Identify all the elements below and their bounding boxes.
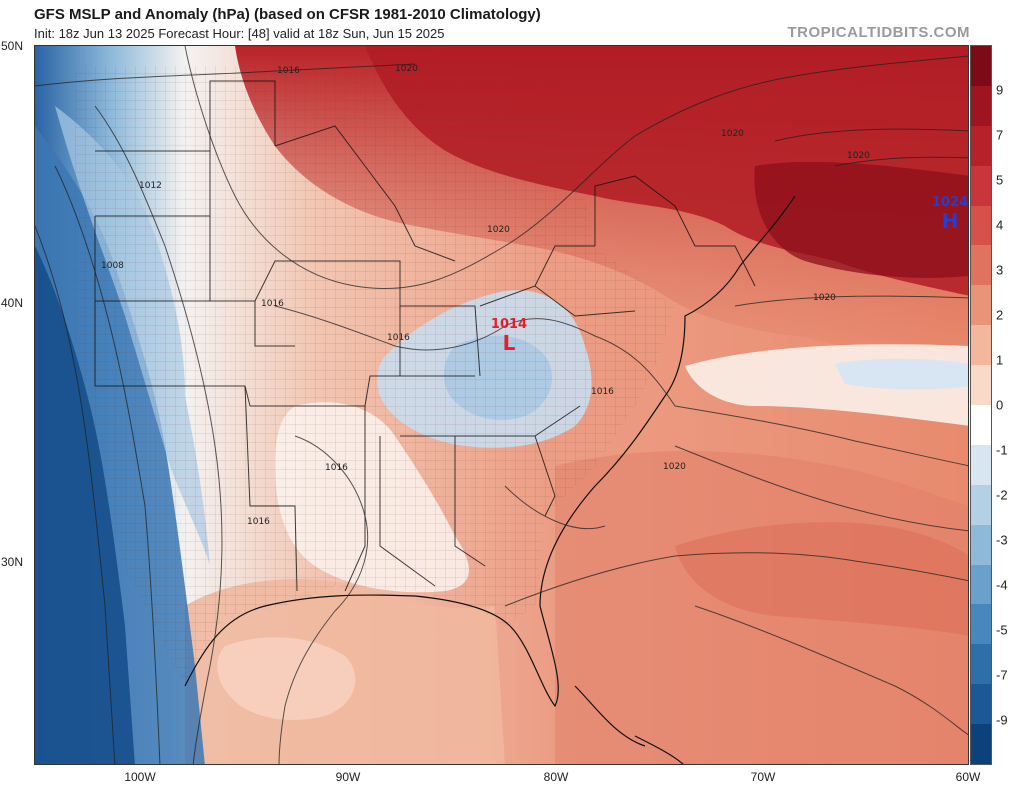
colorbar-segment: [971, 444, 991, 485]
isobar-label-1016-ohio: 1016: [387, 333, 410, 343]
cool-anomaly-west-core: [35, 246, 135, 764]
lon-label-80w: 80W: [543, 770, 569, 784]
coastline: [184, 195, 796, 764]
lon-label-100w: 100W: [124, 770, 156, 784]
warm-anomaly-atlantic-band: [675, 522, 968, 636]
isobar-label-1016-carolinas: 1016: [591, 387, 614, 397]
colorbar-label-7: 7: [996, 127, 1004, 143]
site-brand: TROPICALTIDBITS.COM: [787, 24, 970, 41]
colorbar-label-9: 9: [996, 82, 1004, 98]
high-pressure-value: 1024: [932, 195, 968, 210]
colorbar-segment: [971, 165, 991, 206]
lon-label-60w: 60W: [955, 770, 981, 784]
colorbar-label-neg7: -7: [996, 667, 1008, 683]
anomaly-colorbar: [970, 45, 992, 765]
isobar-label-1016-louisiana: 1016: [247, 517, 270, 527]
colorbar-segment: [971, 245, 991, 286]
low-pressure-value: 1014: [491, 317, 527, 332]
pressure-anomaly-map: 1016 1020 1012 1008 1016 1016 1020 1020 …: [35, 46, 968, 764]
high-pressure-symbol: H: [942, 209, 959, 233]
colorbar-label-neg4: -4: [996, 577, 1008, 593]
colorbar-label-neg5: -5: [996, 622, 1008, 638]
colorbar-label-neg3: -3: [996, 532, 1008, 548]
colorbar-label-2: 2: [996, 307, 1004, 323]
map-title: GFS MSLP and Anomaly (hPa) (based on CFS…: [34, 6, 541, 23]
map-panel: 1016 1020 1012 1008 1016 1016 1020 1020 …: [34, 45, 969, 765]
colorbar-label-neg2: -2: [996, 487, 1008, 503]
colorbar-label-5: 5: [996, 172, 1004, 188]
isobar-label-1008: 1008: [101, 261, 124, 271]
map-subtitle: Init: 18z Jun 13 2025 Forecast Hour: [48…: [34, 26, 445, 41]
lat-label-40n: 40N: [1, 296, 24, 310]
cool-patch-atlantic: [835, 358, 968, 390]
isobar-label-1012: 1012: [139, 181, 162, 191]
colorbar-label-4: 4: [996, 217, 1004, 233]
colorbar-segment: [971, 285, 991, 326]
colorbar-label-3: 3: [996, 262, 1004, 278]
colorbar-segment: [971, 405, 991, 445]
isobar-label-1020-lakes: 1020: [487, 225, 510, 235]
isobar-label-1016-north: 1016: [277, 66, 300, 76]
lat-label-50n: 50N: [1, 39, 24, 53]
colorbar-label-neg9: -9: [996, 712, 1008, 728]
colorbar-segment: [971, 325, 991, 366]
isobar-lines: [35, 46, 968, 764]
isobar-label-1016-plains: 1016: [261, 299, 284, 309]
isobar-label-1020-maine: 1020: [721, 129, 744, 139]
colorbar-segment: [971, 46, 991, 86]
warm-anomaly-gulf-core: [217, 637, 356, 720]
lon-label-90w: 90W: [335, 770, 361, 784]
lat-label-30n: 30N: [1, 555, 24, 569]
colorbar-segment: [971, 85, 991, 126]
colorbar-label-neg1: -1: [996, 442, 1008, 458]
isobar-label-1016-mississippi: 1016: [325, 463, 348, 473]
colorbar-segment: [971, 484, 991, 525]
isobar-label-1020-atlantic-north: 1020: [847, 151, 870, 161]
low-pressure-symbol: L: [503, 331, 516, 355]
colorbar-label-0: 0: [996, 397, 1004, 413]
colorbar-segment: [971, 724, 991, 765]
colorbar-label-1: 1: [996, 352, 1004, 368]
colorbar-segment: [971, 524, 991, 565]
colorbar-segment: [971, 205, 991, 246]
colorbar-segment: [971, 365, 991, 406]
state-borders: [94, 80, 756, 592]
colorbar-segment: [971, 644, 991, 685]
warm-max-atlantic: [754, 161, 968, 278]
isobar-label-1020-north: 1020: [395, 64, 418, 74]
colorbar-segment: [971, 684, 991, 725]
colorbar-segment: [971, 604, 991, 645]
colorbar-segment: [971, 125, 991, 166]
lon-label-70w: 70W: [750, 770, 776, 784]
isobar-label-1020-atlantic-south: 1020: [663, 462, 686, 472]
isobar-label-1020-midatlantic: 1020: [813, 293, 836, 303]
colorbar-segment: [971, 564, 991, 605]
